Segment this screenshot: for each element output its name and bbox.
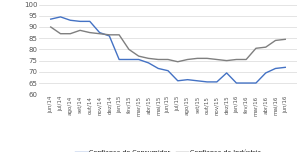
Confiança do Consumidor: [284, 66, 287, 68]
Confiança do Consumidor: [215, 81, 219, 83]
Confiança do Consumidor: [176, 80, 180, 82]
Confiança da Indústria: [264, 46, 268, 48]
Confiança da Indústria: [156, 59, 160, 60]
Confiança da Indústria: [166, 59, 170, 60]
Confiança do Consumidor: [244, 82, 248, 84]
Confiança da Indústria: [254, 47, 258, 49]
Confiança do Consumidor: [78, 21, 82, 22]
Confiança do Consumidor: [264, 72, 268, 74]
Confiança do Consumidor: [88, 21, 92, 22]
Confiança da Indústria: [137, 55, 140, 57]
Confiança da Indústria: [49, 26, 52, 28]
Confiança da Indústria: [108, 34, 111, 36]
Confiança do Consumidor: [235, 82, 238, 84]
Confiança do Consumidor: [274, 67, 277, 69]
Confiança do Consumidor: [186, 79, 189, 81]
Confiança da Indústria: [205, 57, 209, 59]
Confiança da Indústria: [68, 33, 72, 35]
Confiança da Indústria: [88, 32, 92, 33]
Confiança da Indústria: [215, 59, 219, 60]
Line: Confiança do Consumidor: Confiança do Consumidor: [51, 17, 285, 83]
Confiança da Indústria: [176, 61, 180, 63]
Confiança da Indústria: [196, 57, 199, 59]
Confiança da Indústria: [59, 33, 62, 35]
Confiança do Consumidor: [196, 80, 199, 82]
Confiança do Consumidor: [137, 59, 140, 60]
Confiança do Consumidor: [49, 18, 52, 20]
Confiança do Consumidor: [117, 59, 121, 60]
Confiança da Indústria: [235, 59, 238, 60]
Confiança do Consumidor: [156, 67, 160, 69]
Confiança da Indústria: [98, 33, 101, 35]
Confiança do Consumidor: [127, 59, 131, 60]
Confiança do Consumidor: [166, 70, 170, 72]
Confiança do Consumidor: [98, 32, 101, 33]
Confiança da Indústria: [147, 57, 150, 59]
Confiança da Indústria: [186, 59, 189, 60]
Confiança do Consumidor: [254, 82, 258, 84]
Line: Confiança da Indústria: Confiança da Indústria: [51, 27, 285, 62]
Confiança do Consumidor: [205, 81, 209, 83]
Confiança do Consumidor: [68, 19, 72, 21]
Confiança da Indústria: [244, 59, 248, 60]
Confiança do Consumidor: [225, 72, 228, 74]
Confiança da Indústria: [225, 60, 228, 62]
Confiança da Indústria: [274, 40, 277, 41]
Confiança da Indústria: [78, 29, 82, 31]
Confiança do Consumidor: [59, 16, 62, 18]
Confiança da Indústria: [284, 38, 287, 40]
Confiança da Indústria: [117, 34, 121, 36]
Legend: Confiança do Consumidor, Confiança da Indústria: Confiança do Consumidor, Confiança da In…: [75, 149, 261, 152]
Confiança da Indústria: [127, 48, 131, 50]
Confiança do Consumidor: [147, 62, 150, 64]
Confiança do Consumidor: [108, 35, 111, 37]
